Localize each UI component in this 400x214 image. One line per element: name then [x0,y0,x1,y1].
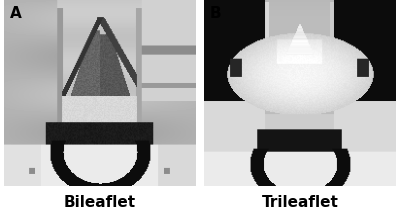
Text: B: B [210,6,221,21]
Text: Bileaflet: Bileaflet [64,195,136,210]
Text: A: A [10,6,22,21]
Text: Trileaflet: Trileaflet [262,195,338,210]
